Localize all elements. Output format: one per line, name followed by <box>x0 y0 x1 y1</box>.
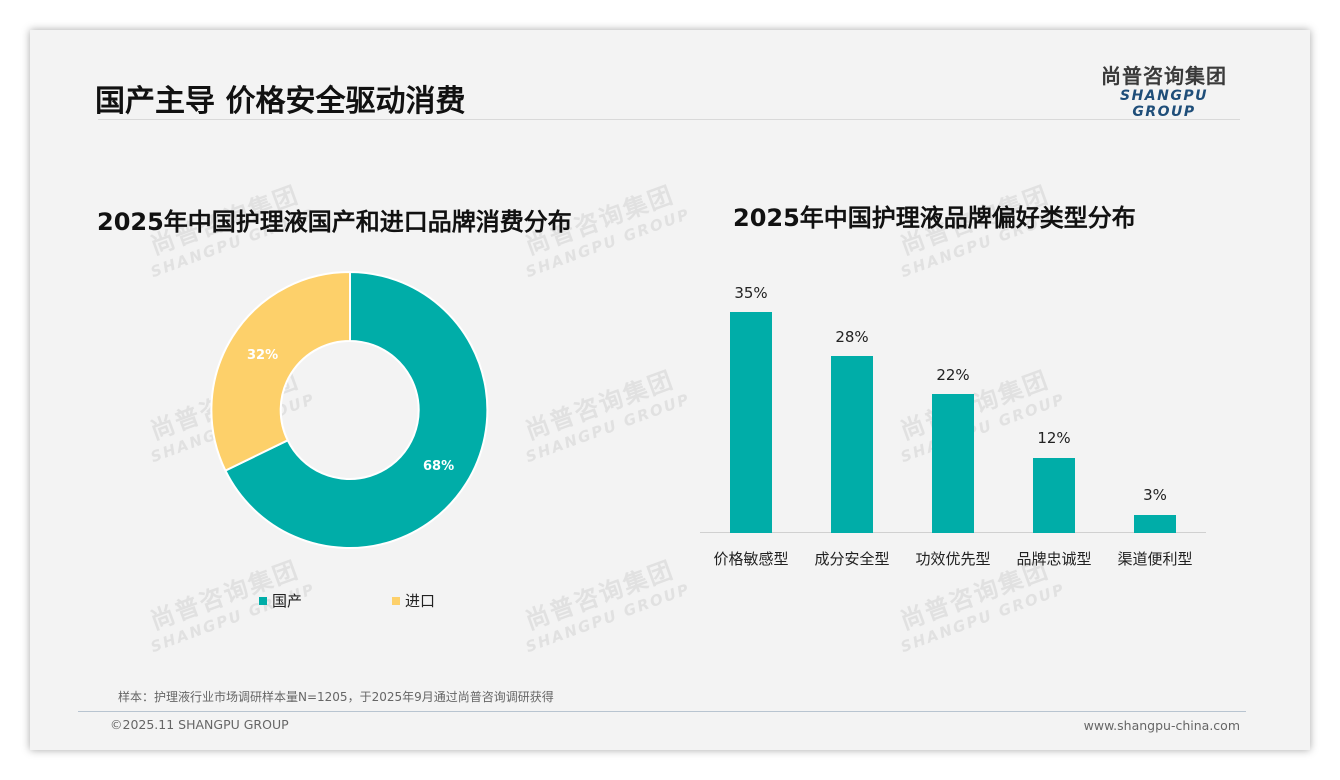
legend-label: 进口 <box>405 592 436 610</box>
bar-category: 价格敏感型 <box>713 550 789 568</box>
sample-note: 样本：护理液行业市场调研样本量N=1205，于2025年9月通过尚普咨询调研获得 <box>118 690 554 704</box>
slide: 国产主导 价格安全驱动消费 尚普咨询集团 SHANGPU GROUP 尚普咨询集… <box>30 30 1310 750</box>
bar-price-sensitive <box>730 312 772 533</box>
donut-chart: 68% 32% <box>210 270 490 550</box>
donut-label-import: 32% <box>247 348 279 363</box>
logo-cn: 尚普咨询集团 <box>1101 64 1227 88</box>
bar-value: 35% <box>734 284 768 302</box>
bar-value: 12% <box>1037 429 1071 447</box>
bar-chart-title: 2025年中国护理液品牌偏好类型分布 <box>733 204 1136 232</box>
bar-chart: 35% 价格敏感型 28% 成分安全型 22% 功效优先型 12% 品牌忠诚型 … <box>700 280 1206 580</box>
bar-value: 22% <box>936 366 970 384</box>
donut-segment-import <box>210 270 351 472</box>
bar-value: 3% <box>1143 486 1167 504</box>
bar-category: 功效优先型 <box>915 550 991 568</box>
legend-item-domestic: 国产 <box>259 590 302 611</box>
bar-brand-loyalty <box>1033 458 1075 533</box>
legend-item-import: 进口 <box>392 590 435 611</box>
title-divider <box>98 119 1240 120</box>
bar-channel-convenience <box>1134 515 1176 533</box>
legend-swatch-teal <box>259 596 267 605</box>
bar-ingredient-safety <box>831 356 873 533</box>
donut-segment-domestic <box>224 270 489 549</box>
legend-swatch-yellow <box>392 596 400 605</box>
bar-category: 成分安全型 <box>814 550 890 568</box>
logo: 尚普咨询集团 SHANGPU GROUP <box>1088 64 1240 120</box>
footer-divider <box>78 711 1246 712</box>
legend-label: 国产 <box>272 592 303 610</box>
footer-website: www.shangpu-china.com <box>1083 718 1240 733</box>
page-title: 国产主导 价格安全驱动消费 <box>95 84 466 119</box>
logo-en: SHANGPU GROUP <box>1120 88 1208 120</box>
footer-copyright: ©2025.11 SHANGPU GROUP <box>110 717 289 732</box>
donut-label-domestic: 68% <box>423 459 455 474</box>
bar-category: 渠道便利型 <box>1117 550 1193 568</box>
bar-value: 28% <box>835 328 869 346</box>
bar-category: 品牌忠诚型 <box>1016 550 1092 568</box>
donut-chart-title: 2025年中国护理液国产和进口品牌消费分布 <box>97 208 572 236</box>
donut-svg <box>210 270 489 549</box>
bar-efficacy-first <box>932 394 974 533</box>
